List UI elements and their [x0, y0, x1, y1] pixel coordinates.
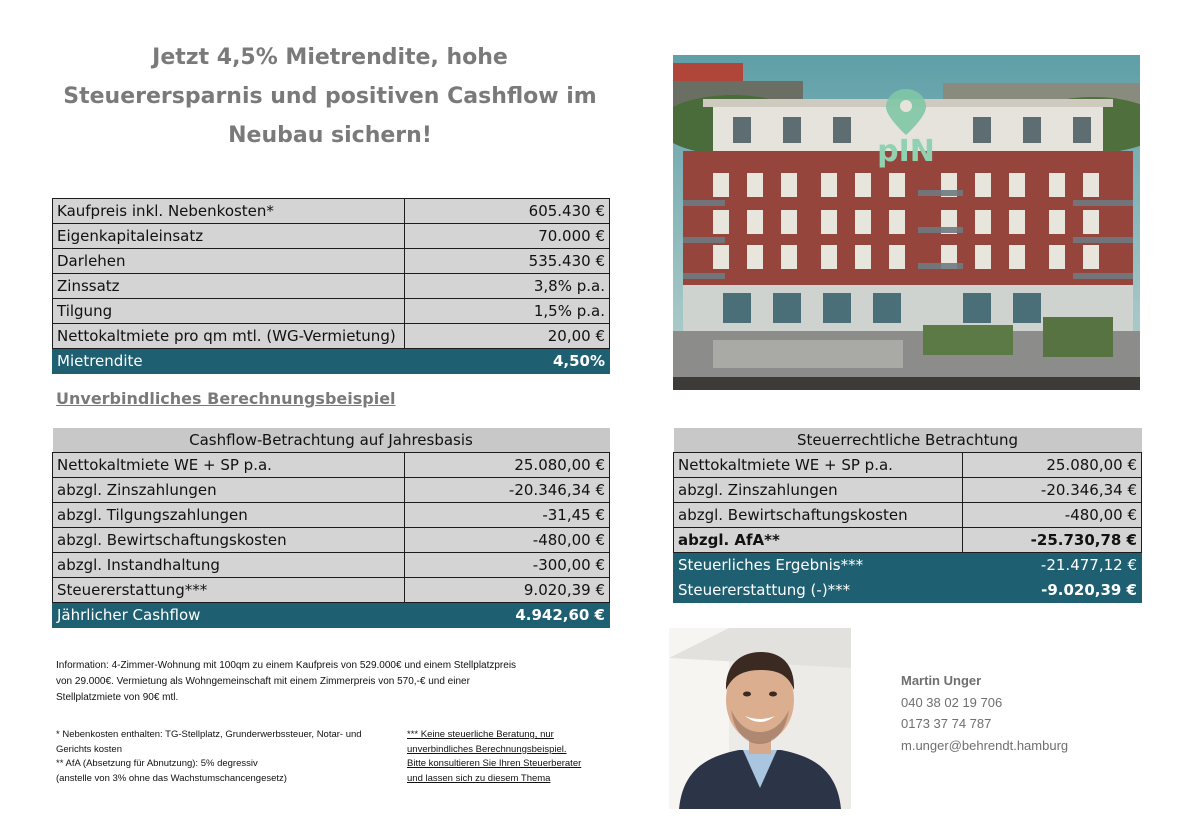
row-label: Darlehen: [52, 248, 405, 274]
row-value: 3,8% p.a.: [404, 273, 610, 299]
table-row: Darlehen 535.430 €: [52, 248, 610, 274]
row-value: -480,00 €: [404, 526, 610, 553]
row-label: Nettokaltmiete pro qm mtl. (WG-Vermietun…: [52, 323, 405, 349]
footnote-line: ** AfA (Absetzung für Abnutzung): 5% deg…: [56, 758, 258, 769]
footnote-line: Gerichts kosten: [56, 743, 122, 755]
row-label: Tilgung: [52, 298, 405, 324]
tax-result-row: Steuerliches Ergebnis*** -21.477,12 €: [673, 551, 1142, 578]
row-label: abzgl. Tilgungszahlungen: [52, 501, 405, 528]
row-label: Zinssatz: [52, 273, 405, 299]
rent-yield-row: Mietrendite 4,50%: [52, 348, 610, 374]
tax-table: Steuerrechtliche Betrachtung Nettokaltmi…: [673, 428, 1142, 603]
table-header: Cashflow-Betrachtung auf Jahresbasis: [52, 428, 610, 452]
table-row: abzgl. Zinszahlungen -20.346,34 €: [673, 476, 1142, 503]
footnote-line: und lassen sich zu diesem Thema: [407, 772, 551, 784]
row-label: Steuerliches Ergebnis***: [673, 551, 963, 578]
table-row: abzgl. AfA** -25.730,78 €: [673, 526, 1142, 553]
table-header: Steuerrechtliche Betrachtung: [673, 428, 1142, 452]
table-row: Eigenkapitaleinsatz 70.000 €: [52, 223, 610, 249]
row-value: -9.020,39 €: [962, 576, 1142, 603]
annual-cashflow-row: Jährlicher Cashflow 4.942,60 €: [52, 601, 610, 628]
row-label: Jährlicher Cashflow: [52, 601, 405, 628]
row-value: -20.346,34 €: [404, 476, 610, 503]
row-value: -300,00 €: [404, 551, 610, 578]
row-value: 535.430 €: [404, 248, 610, 274]
info-line: Stellplatzmiete von 90€ mtl.: [56, 692, 179, 703]
row-value: -480,00 €: [962, 501, 1142, 528]
row-value: 25.080,00 €: [404, 451, 610, 478]
row-value: -25.730,78 €: [962, 526, 1142, 553]
table-row: Nettokaltmiete pro qm mtl. (WG-Vermietun…: [52, 323, 610, 349]
row-label: abzgl. Zinszahlungen: [673, 476, 963, 503]
row-label: abzgl. Bewirtschaftungskosten: [52, 526, 405, 553]
contact-portrait: [669, 628, 851, 809]
info-line: von 29.000€. Vermietung als Wohngemeinsc…: [56, 676, 470, 687]
footnote-line: *** Keine steuerliche Beratung, nur: [407, 729, 554, 740]
table-row: Nettokaltmiete WE + SP p.a. 25.080,00 €: [673, 451, 1142, 478]
row-label: Nettokaltmiete WE + SP p.a.: [52, 451, 405, 478]
table-row: Zinssatz 3,8% p.a.: [52, 273, 610, 299]
row-value: -20.346,34 €: [962, 476, 1142, 503]
table-row: Steuererstattung*** 9.020,39 €: [52, 576, 610, 603]
contact-mobile: 0173 37 74 787: [901, 716, 992, 731]
row-label: Mietrendite: [52, 348, 405, 374]
footnotes-right: *** Keine steuerliche Beratung, nur unve…: [407, 728, 607, 786]
table-row: abzgl. Bewirtschaftungskosten -480,00 €: [52, 526, 610, 553]
example-title: Unverbindliches Berechnungsbeispiel: [56, 389, 396, 408]
table-row: Kaufpreis inkl. Nebenkosten* 605.430 €: [52, 198, 610, 224]
building-photo: pIN: [673, 55, 1140, 390]
financing-table: Kaufpreis inkl. Nebenkosten* 605.430 € Ei…: [52, 198, 610, 374]
info-text: Information: 4-Zimmer-Wohnung mit 100qm …: [56, 658, 601, 706]
footnote-line: * Nebenkosten enthalten: TG-Stellplatz, …: [56, 729, 362, 740]
logo-text: pIN: [877, 134, 935, 169]
row-value: 25.080,00 €: [962, 451, 1142, 478]
table-row: Nettokaltmiete WE + SP p.a. 25.080,00 €: [52, 451, 610, 478]
footnote-line: unverbindliches Berechnungsbeispiel.: [407, 743, 567, 755]
row-value: 1,5% p.a.: [404, 298, 610, 324]
headline: Jetzt 4,5% Mietrendite, hohe Steuererspa…: [40, 38, 620, 155]
table-row: abzgl. Zinszahlungen -20.346,34 €: [52, 476, 610, 503]
row-value: -21.477,12 €: [962, 551, 1142, 578]
contact-phone: 040 38 02 19 706: [901, 694, 1003, 710]
tax-refund-row: Steuererstattung (-)*** -9.020,39 €: [673, 576, 1142, 603]
footnote-line: (anstelle von 3% ohne das Wachstumschanc…: [56, 772, 287, 784]
contact-name: Martin Unger: [901, 673, 982, 688]
footnote-line: Bitte konsultieren Sie Ihren Steuerberat…: [407, 758, 582, 769]
row-value: 605.430 €: [404, 198, 610, 224]
row-value: 70.000 €: [404, 223, 610, 249]
row-label: abzgl. Bewirtschaftungskosten: [673, 501, 963, 528]
row-value: 20,00 €: [404, 323, 610, 349]
row-label: Steuererstattung***: [52, 576, 405, 603]
table-row: abzgl. Tilgungszahlungen -31,45 €: [52, 501, 610, 528]
row-label: Eigenkapitaleinsatz: [52, 223, 405, 249]
row-label: abzgl. Zinszahlungen: [52, 476, 405, 503]
info-line: Information: 4-Zimmer-Wohnung mit 100qm …: [56, 660, 517, 671]
row-label: abzgl. AfA**: [673, 526, 963, 553]
table-row: abzgl. Instandhaltung -300,00 €: [52, 551, 610, 578]
row-value: 4.942,60 €: [404, 601, 610, 628]
row-label: Steuererstattung (-)***: [673, 576, 963, 603]
row-value: 4,50%: [404, 348, 610, 374]
headline-line-2: Steuerersparnis und positiven Cashflow i…: [63, 84, 597, 109]
row-value: -31,45 €: [404, 501, 610, 528]
contact-email: m.unger@behrendt.hamburg: [901, 737, 1069, 753]
row-label: Nettokaltmiete WE + SP p.a.: [673, 451, 963, 478]
row-label: Kaufpreis inkl. Nebenkosten*: [52, 198, 405, 224]
row-value: 9.020,39 €: [404, 576, 610, 603]
cashflow-table: Cashflow-Betrachtung auf Jahresbasis Net…: [52, 428, 610, 628]
row-label: abzgl. Instandhaltung: [52, 551, 405, 578]
headline-line-3: Neubau sichern!: [228, 123, 432, 148]
footnotes-left: * Nebenkosten enthalten: TG-Stellplatz, …: [56, 728, 401, 786]
table-row: Tilgung 1,5% p.a.: [52, 298, 610, 324]
table-title: Steuerrechtliche Betrachtung: [673, 428, 1142, 452]
contact-block: Martin Unger 040 38 02 19 706 0173 37 74…: [901, 670, 1068, 756]
table-row: abzgl. Bewirtschaftungskosten -480,00 €: [673, 501, 1142, 528]
headline-line-1: Jetzt 4,5% Mietrendite, hohe: [152, 45, 508, 70]
table-title: Cashflow-Betrachtung auf Jahresbasis: [52, 428, 610, 452]
